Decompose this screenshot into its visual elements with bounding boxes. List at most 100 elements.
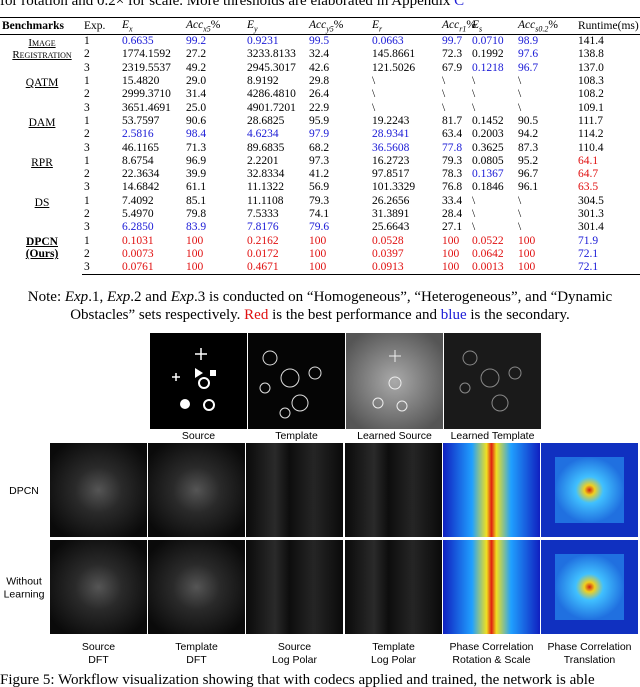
value-cell: 98.9: [518, 35, 539, 48]
value-cell: 0.1031: [122, 234, 154, 247]
dft-image: [148, 443, 245, 537]
image-label: Phase Correlation: [449, 641, 533, 653]
dft-image: [50, 540, 147, 634]
value-cell: 76.8: [442, 181, 463, 194]
value-cell: 97.9: [309, 128, 330, 141]
value-cell: 97.3: [309, 154, 330, 167]
value-cell: 33.4: [442, 194, 463, 207]
value-cell: 53.7597: [122, 114, 160, 127]
benchmark-cell: QATM: [0, 75, 82, 115]
value-cell: 71.9: [578, 234, 599, 247]
value-cell: \: [372, 101, 376, 114]
value-cell: \: [372, 88, 376, 101]
value-cell: 0.9231: [247, 35, 279, 48]
table-row: DS 1 7.4092 85.1 11.1108 79.3 26.2656 33.4 \ \ 304…: [0, 194, 640, 209]
value-cell: 85.1: [186, 194, 207, 207]
value-cell: 56.9: [309, 181, 330, 194]
value-cell: 42.6: [309, 61, 330, 74]
value-cell: 0.0013: [470, 261, 516, 276]
exp-cell: 3: [82, 261, 120, 276]
header-cell: Es: [470, 17, 516, 35]
exp-cell: 1: [84, 114, 90, 127]
value-cell: 108.3: [578, 75, 604, 88]
table-row: 2 1774.1592 27.2 3233.8133 32.4 145.8661 72.3 0…: [0, 48, 640, 61]
note-segment: .1,: [88, 289, 107, 305]
value-cell: 2.5816: [122, 128, 154, 141]
value-cell: \: [518, 194, 522, 207]
math-sub: r: [379, 24, 383, 34]
benchmark-name: DAM: [28, 116, 56, 129]
value-cell: 108.2: [578, 88, 604, 101]
value-cell: 95.2: [518, 154, 539, 167]
math-base: Acc: [518, 18, 536, 31]
value-cell: \: [472, 101, 476, 114]
math-base: E: [472, 18, 480, 31]
value-cell: 28.9341: [372, 128, 410, 141]
value-cell: 100: [309, 247, 327, 260]
note-segment: Exp: [170, 289, 195, 305]
exp-cell: 3: [84, 221, 90, 234]
value-cell: 0.1367: [472, 168, 504, 181]
value-cell: 141.4: [578, 35, 604, 48]
value-cell: 0.1992: [472, 48, 504, 61]
intro: for rotation and 0.2× for scale. More th…: [0, 0, 451, 9]
value-cell: 114.2: [578, 128, 604, 141]
value-cell: 36.5608: [372, 141, 410, 154]
exp-cell: 3: [84, 101, 90, 114]
log-polar-image: [345, 443, 442, 537]
value-cell: 98.4: [186, 128, 207, 141]
value-cell: 81.7: [442, 114, 463, 127]
value-cell: 7.4092: [122, 194, 154, 207]
value-cell: 0.0663: [372, 35, 404, 48]
header-cell: Ey: [245, 17, 307, 35]
table-row: Image Registration 1 0.6635 99.2 0.9231 99.5 0.…: [0, 35, 640, 61]
value-cell: 87.3: [518, 141, 539, 154]
note-segment: is the best performance and: [268, 307, 441, 323]
value-cell: \: [442, 101, 446, 114]
note-segment: Exp: [106, 289, 131, 305]
value-cell: 46.1165: [122, 141, 159, 154]
value-cell: 96.9: [186, 154, 207, 167]
value-cell: 0.4671: [245, 261, 307, 276]
appendix-link[interactable]: C: [454, 0, 465, 9]
results-table: Benchmarks Exp. Ex Accx5% Ey Accy5% Er Accr1% Es…: [0, 17, 640, 276]
image-label: Learned Template: [451, 430, 535, 442]
value-cell: 0.0522: [472, 234, 504, 247]
table-row: DPCN (Ours) 1 0.1031 100 0.2162 100 0.0528 100 0.…: [0, 234, 640, 261]
value-cell: 0.0073: [122, 247, 154, 260]
value-cell: 25.6643: [372, 221, 410, 234]
value-cell: 2999.3710: [122, 88, 171, 101]
value-cell: 22.3634: [122, 168, 160, 181]
intro-text: for rotation and 0.2× for scale. More th…: [0, 0, 464, 10]
table-body: Image Registration 1 0.6635 99.2 0.9231 99.5 0.…: [0, 35, 640, 276]
exp-cell: 1: [84, 154, 90, 167]
value-cell: 111.7: [578, 114, 604, 127]
math-sub: r1: [459, 24, 467, 34]
value-cell: 79.3: [309, 194, 330, 207]
exp-cell: 1: [84, 75, 90, 88]
value-cell: 0.1218: [472, 61, 504, 74]
exp-cell: 1: [84, 194, 90, 207]
math-label: Accs0.2: [518, 18, 548, 33]
math-label: Er: [372, 19, 383, 34]
value-cell: 16.2723: [372, 154, 410, 167]
value-cell: 1774.1592: [122, 48, 171, 61]
value-cell: 63.4: [442, 128, 463, 141]
value-cell: 32.4: [309, 48, 330, 61]
figure: Source Template Learned Source Learned Temp…: [4, 333, 638, 666]
value-cell: 96.1: [518, 181, 539, 194]
table-row: QATM 1 15.4820 29.0 8.9192 29.8 \ \ \ \ 108.3: [0, 75, 640, 89]
value-cell: 0.0397: [372, 247, 404, 260]
value-cell: 41.2: [309, 168, 330, 181]
math-label: Ey: [247, 19, 258, 33]
math-sub: y5: [326, 24, 334, 34]
phase-translation-peak: [555, 457, 624, 523]
value-cell: 145.8661: [372, 48, 416, 61]
value-cell: 49.2: [186, 61, 207, 74]
note-segment: is the secondary.: [466, 307, 570, 323]
value-cell: 0.1846: [472, 181, 504, 194]
table-row: RPR 1 8.6754 96.9 2.2201 97.3 16.2723 79.3 0.080…: [0, 154, 640, 169]
image-label: Log Polar: [371, 654, 416, 666]
dft-image: [148, 540, 245, 634]
value-cell: 0.0913: [370, 261, 440, 276]
